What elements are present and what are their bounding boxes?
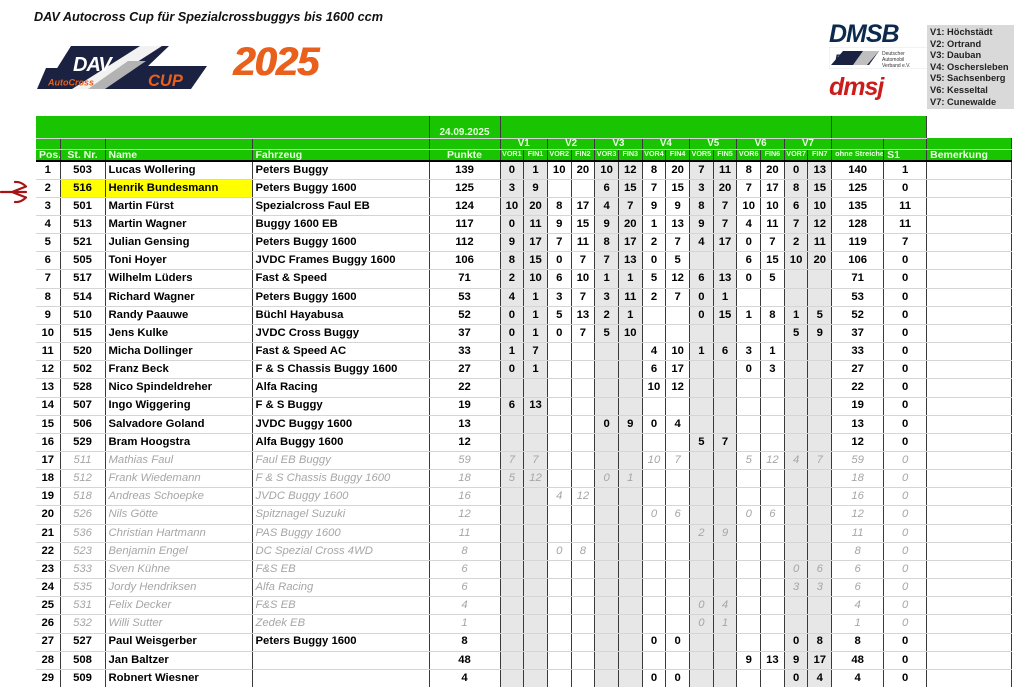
- svg-text:CUP: CUP: [148, 72, 184, 90]
- svg-text:Verband e.V.: Verband e.V.: [882, 63, 910, 69]
- svg-text:AutoCross: AutoCross: [47, 78, 94, 88]
- svg-text:DAV: DAV: [835, 53, 859, 65]
- svg-text:DAV: DAV: [73, 54, 113, 76]
